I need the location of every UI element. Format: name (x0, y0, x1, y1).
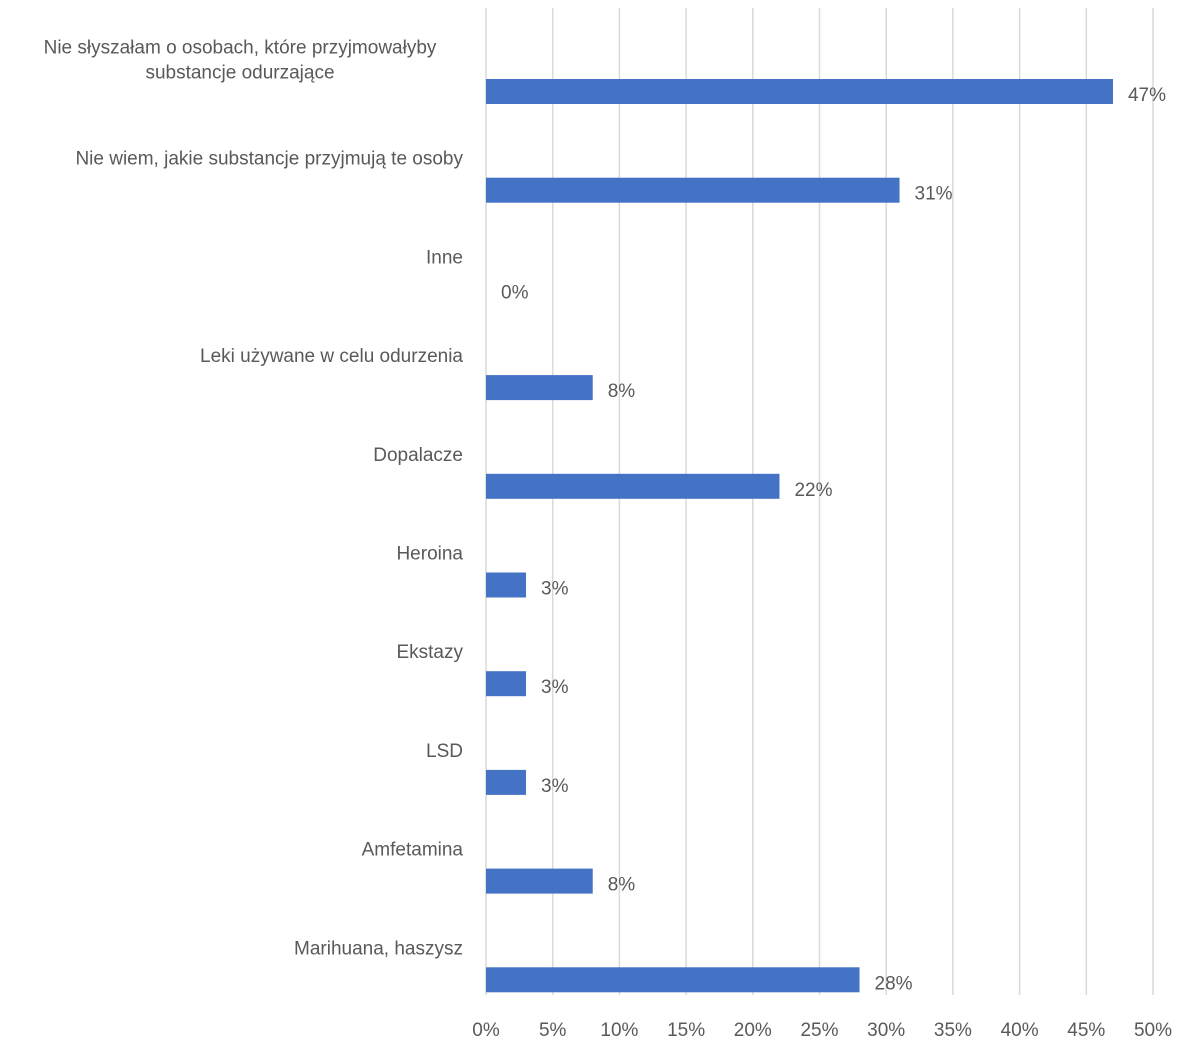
x-axis-tick-labels: 0% 5% 10% 15% 20% 25% 30% 35% 40% 45% 50% (472, 1020, 1172, 1041)
x-tick-label: 45% (1067, 1020, 1105, 1041)
bar (486, 967, 860, 993)
x-tick-label: 10% (600, 1020, 638, 1041)
category-label: Marihuana, haszysz (294, 938, 463, 959)
data-label: 3% (541, 677, 569, 698)
x-tick-label: 0% (472, 1020, 500, 1041)
bar (486, 769, 527, 795)
x-tick-label: 40% (1001, 1020, 1039, 1041)
category-label: Heroina (396, 544, 463, 565)
bar (486, 473, 780, 499)
x-tick-label: 25% (800, 1020, 838, 1041)
data-label: 22% (794, 480, 832, 501)
category-label: Nie wiem, jakie substancje przyjmują te … (75, 149, 463, 170)
bar (486, 868, 593, 894)
data-label: 28% (875, 973, 913, 994)
x-tick-label: 50% (1134, 1020, 1172, 1041)
bar (486, 671, 527, 697)
category-label: LSD (426, 741, 463, 762)
bar (486, 375, 593, 401)
data-label: 3% (541, 579, 569, 600)
category-label: Ekstazy (396, 642, 463, 663)
bar (486, 79, 1113, 104)
x-tick-label: 20% (734, 1020, 772, 1041)
category-label: Inne (426, 247, 463, 268)
category-label: Leki używane w celu odurzenia (200, 346, 463, 367)
data-label: 8% (608, 875, 636, 896)
category-labels: Nie słyszałam o osobach, które przyjmowa… (44, 38, 464, 960)
category-label: Nie słyszałam o osobach, które przyjmowa… (44, 38, 437, 59)
x-tick-label: 35% (934, 1020, 972, 1041)
data-label: 31% (915, 184, 953, 205)
x-tick-label: 5% (539, 1020, 567, 1041)
data-labels: 47% 31% 0% 8% 22% 3% 3% 3% 8% 28% (501, 85, 1166, 994)
category-label: Dopalacze (373, 445, 463, 466)
bar (486, 177, 900, 203)
bar (486, 572, 527, 598)
data-label: 47% (1128, 85, 1166, 106)
data-label: 3% (541, 776, 569, 797)
category-label: substancje odurzające (145, 63, 334, 84)
x-tick-label: 15% (667, 1020, 705, 1041)
data-label: 0% (501, 282, 529, 303)
x-tick-label: 30% (867, 1020, 905, 1041)
gridlines (485, 8, 1154, 995)
data-label: 8% (608, 381, 636, 402)
bars (486, 79, 1113, 993)
category-label: Amfetamina (362, 840, 464, 861)
